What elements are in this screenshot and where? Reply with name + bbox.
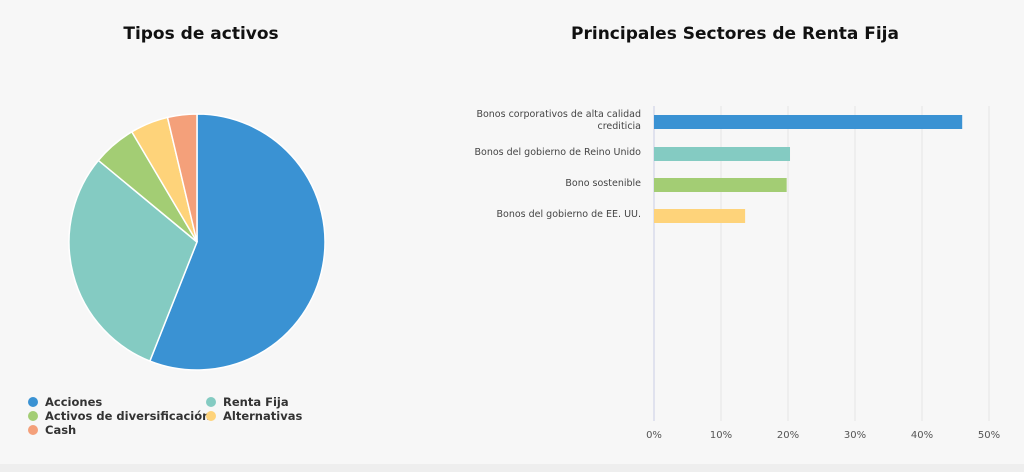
legend-marker (28, 425, 38, 435)
legend-marker (206, 411, 216, 421)
x-tick-label: 50% (977, 430, 1001, 441)
bar (654, 178, 787, 192)
legend-marker (206, 397, 216, 407)
bar (654, 209, 746, 223)
bar-category-label: Bonos del gobierno de Reino Unido (474, 147, 641, 158)
pie-slice-1 (68, 159, 198, 362)
pie-chart-title: Tipos de activos (123, 24, 279, 44)
bar (654, 147, 791, 161)
bar (654, 115, 963, 129)
bar-category-label: Bono sostenible (565, 178, 641, 189)
x-tick-label: 20% (776, 430, 800, 441)
pie-slice-0 (148, 113, 326, 371)
legend-item[interactable]: Activos de diversificación (28, 409, 210, 423)
x-tick-label: 0% (646, 430, 662, 441)
x-tick-label: 40% (910, 430, 934, 441)
legend-label: Activos de diversificación (45, 409, 211, 423)
legend-label: Renta Fija (223, 395, 289, 409)
bar-category-label: Bonos corporativos de alta calidad credi… (476, 109, 641, 132)
legend-marker (28, 397, 38, 407)
legend-marker (28, 411, 38, 421)
bar-chart-title: Principales Sectores de Renta Fija (571, 24, 899, 44)
x-tick-label: 30% (843, 430, 867, 441)
x-tick-label: 10% (709, 430, 733, 441)
legend-label: Cash (45, 423, 77, 437)
bottom-strip (0, 464, 1024, 472)
legend-item[interactable]: Cash (28, 423, 76, 437)
legend-label: Alternativas (223, 409, 303, 423)
bar-category-label: Bonos del gobierno de EE. UU. (496, 209, 641, 220)
legend-item[interactable]: Renta Fija (206, 395, 289, 409)
legend-label: Acciones (45, 395, 103, 409)
legend-item[interactable]: Acciones (28, 395, 102, 409)
legend-item[interactable]: Alternativas (206, 409, 302, 423)
pie-slice-4 (166, 113, 198, 243)
